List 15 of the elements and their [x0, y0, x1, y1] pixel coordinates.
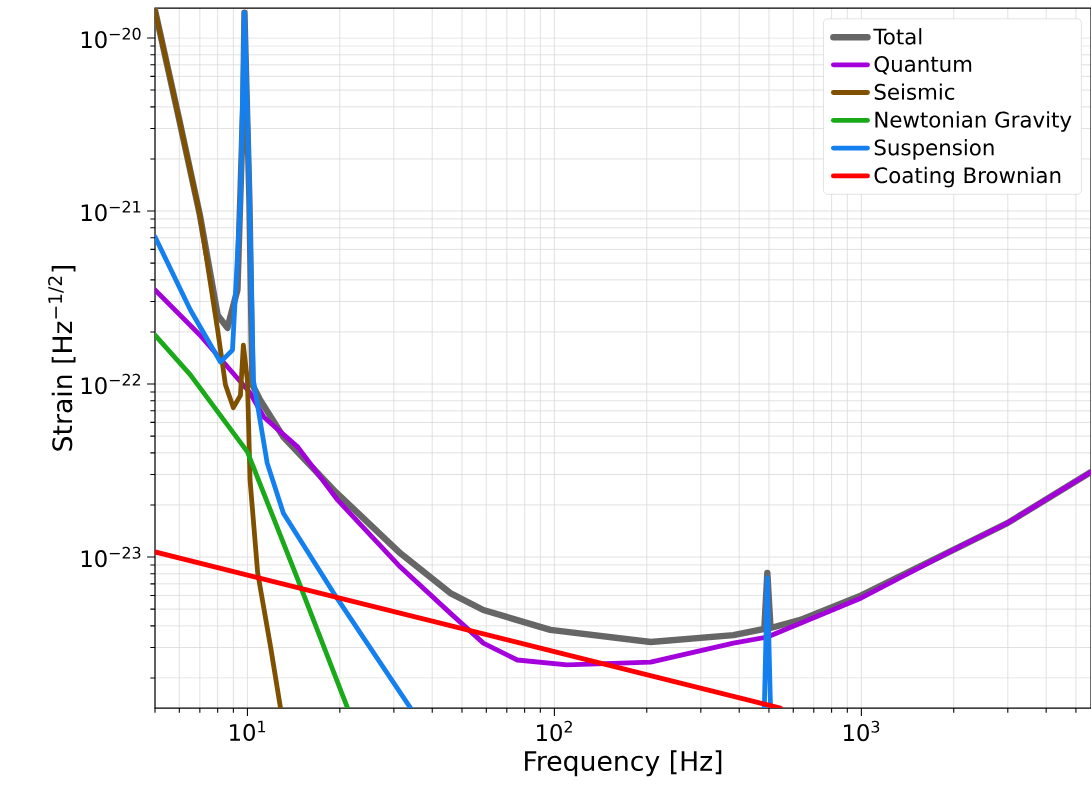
legend-label: Coating Brownian: [874, 166, 1061, 188]
legend-label: Seismic: [874, 83, 955, 100]
y-tick-label: 10$^{−20}$: [81, 27, 141, 49]
y-tick-label: 10$^{−23}$: [81, 546, 141, 568]
legend-label: Quantum: [874, 55, 972, 75]
y-axis-title: Strain [Hz$^{−1/2}$]: [48, 266, 76, 451]
y-tick-label: 10$^{−22}$: [81, 373, 141, 395]
x-tick-label: 10$^{1}$: [230, 720, 266, 741]
x-tick-label: 10$^{3}$: [844, 720, 880, 742]
legend-label: Suspension: [874, 139, 994, 160]
y-tick-label: 10$^{−21}$: [81, 200, 141, 222]
legend-label: Total: [873, 28, 922, 45]
x-tick-label: 10$^{2}$: [537, 720, 572, 742]
x-axis-title: Frequency [Hz]: [525, 750, 722, 777]
legend-label: Newtonian Gravity: [875, 111, 1072, 132]
